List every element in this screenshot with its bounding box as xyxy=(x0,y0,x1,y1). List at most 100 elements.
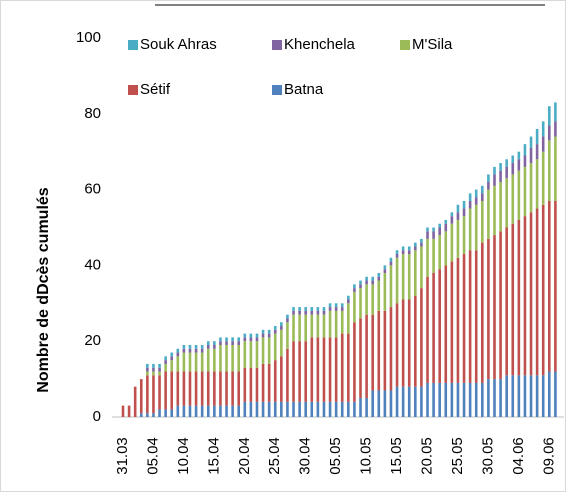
bar-segment xyxy=(328,401,332,417)
bar-segment xyxy=(401,254,405,300)
bar-segment xyxy=(444,231,448,266)
bar-segment xyxy=(267,401,271,417)
bar-segment xyxy=(395,386,399,417)
bar-segment xyxy=(499,231,502,380)
bar-segment xyxy=(383,269,387,273)
bar-segment xyxy=(529,136,533,148)
bar-segment xyxy=(426,231,429,239)
bar-segment xyxy=(249,341,253,368)
bar-segment xyxy=(146,375,149,414)
bar-segment xyxy=(206,344,210,349)
bar-segment xyxy=(353,288,356,292)
legend-label: Batna xyxy=(284,81,324,98)
bar-segment xyxy=(548,140,551,201)
bar-segment xyxy=(194,405,198,417)
bar-segment xyxy=(267,333,271,338)
bar-segment xyxy=(243,341,247,368)
bar-segment xyxy=(280,356,283,402)
bar-segment xyxy=(414,295,417,387)
bar-segment xyxy=(395,303,399,387)
bar-segment xyxy=(523,166,527,217)
bar-segment xyxy=(200,344,204,349)
bar-segment xyxy=(389,307,393,391)
bar-segment xyxy=(420,238,423,243)
bar-segment xyxy=(304,307,307,311)
bar-segment xyxy=(426,238,429,277)
bar-segment xyxy=(505,227,508,376)
bar-segment xyxy=(517,375,521,417)
bar-segment xyxy=(286,322,289,349)
x-tick-label: 09.06 xyxy=(540,437,557,475)
bar-segment xyxy=(499,163,502,171)
bar-segment xyxy=(438,235,441,270)
bar-segment xyxy=(310,314,314,338)
bar-segment xyxy=(219,405,222,417)
bar-segment xyxy=(377,272,381,277)
bar-segment xyxy=(334,401,338,417)
bar-segment xyxy=(414,246,417,251)
bar-segment xyxy=(243,401,247,417)
bar-segment xyxy=(548,106,551,126)
bar-segment xyxy=(535,128,539,145)
bar-segment xyxy=(261,363,265,402)
bar-segment xyxy=(322,314,326,338)
bar-segment xyxy=(310,401,314,417)
bar-segment xyxy=(474,189,478,198)
bar-segment xyxy=(365,280,368,285)
bar-segment xyxy=(267,337,271,364)
bar-segment xyxy=(468,250,472,383)
bar-segment xyxy=(493,166,496,175)
bar-segment xyxy=(237,344,241,372)
bar-segment xyxy=(316,307,320,311)
bar-segment xyxy=(493,235,496,380)
bar-segment xyxy=(474,204,478,251)
bar-segment xyxy=(194,371,198,406)
bar-segment xyxy=(255,341,259,368)
bar-segment xyxy=(200,405,204,417)
bar-segment xyxy=(359,284,362,289)
x-tick-label: 30.04 xyxy=(297,437,314,475)
bar-segment xyxy=(347,303,350,334)
bar-segment xyxy=(237,371,241,406)
bar-segment xyxy=(213,348,216,372)
bar-segment xyxy=(225,405,228,417)
bar-segment xyxy=(450,382,454,417)
bar-segment xyxy=(426,276,429,383)
bar-segment xyxy=(414,250,417,296)
bar-segment xyxy=(158,367,161,372)
bar-segment xyxy=(213,341,216,345)
x-tick-label: 15.04 xyxy=(205,437,222,475)
bar-segment xyxy=(231,371,234,406)
bar-segment xyxy=(456,212,460,220)
bar-segment xyxy=(231,344,234,372)
bar-segment xyxy=(243,333,247,338)
bar-segment xyxy=(237,405,241,417)
bar-segment xyxy=(164,363,167,372)
bar-segment xyxy=(493,185,496,236)
bar-segment xyxy=(541,375,545,417)
bar-segment xyxy=(444,223,448,232)
bar-segment xyxy=(255,401,259,417)
bar-segment xyxy=(541,121,545,137)
bar-segment xyxy=(456,257,460,383)
bar-segment xyxy=(462,208,466,217)
bar-segment xyxy=(414,242,417,247)
bar-segment xyxy=(541,136,545,152)
bar-segment xyxy=(487,189,490,239)
bar-segment xyxy=(359,318,362,399)
bar-segment xyxy=(505,375,508,417)
bar-segment xyxy=(255,333,259,338)
bar-segment xyxy=(414,386,417,417)
bar-segment xyxy=(200,348,204,353)
bar-segment xyxy=(273,326,277,330)
bar-segment xyxy=(188,371,192,406)
bar-segment xyxy=(127,405,131,417)
x-tick-label: 25.05 xyxy=(449,437,466,475)
bar-segment xyxy=(529,163,533,213)
bar-segment xyxy=(164,371,167,410)
bar-segment xyxy=(340,401,344,417)
bar-segment xyxy=(328,310,332,338)
bar-segment xyxy=(231,337,234,342)
